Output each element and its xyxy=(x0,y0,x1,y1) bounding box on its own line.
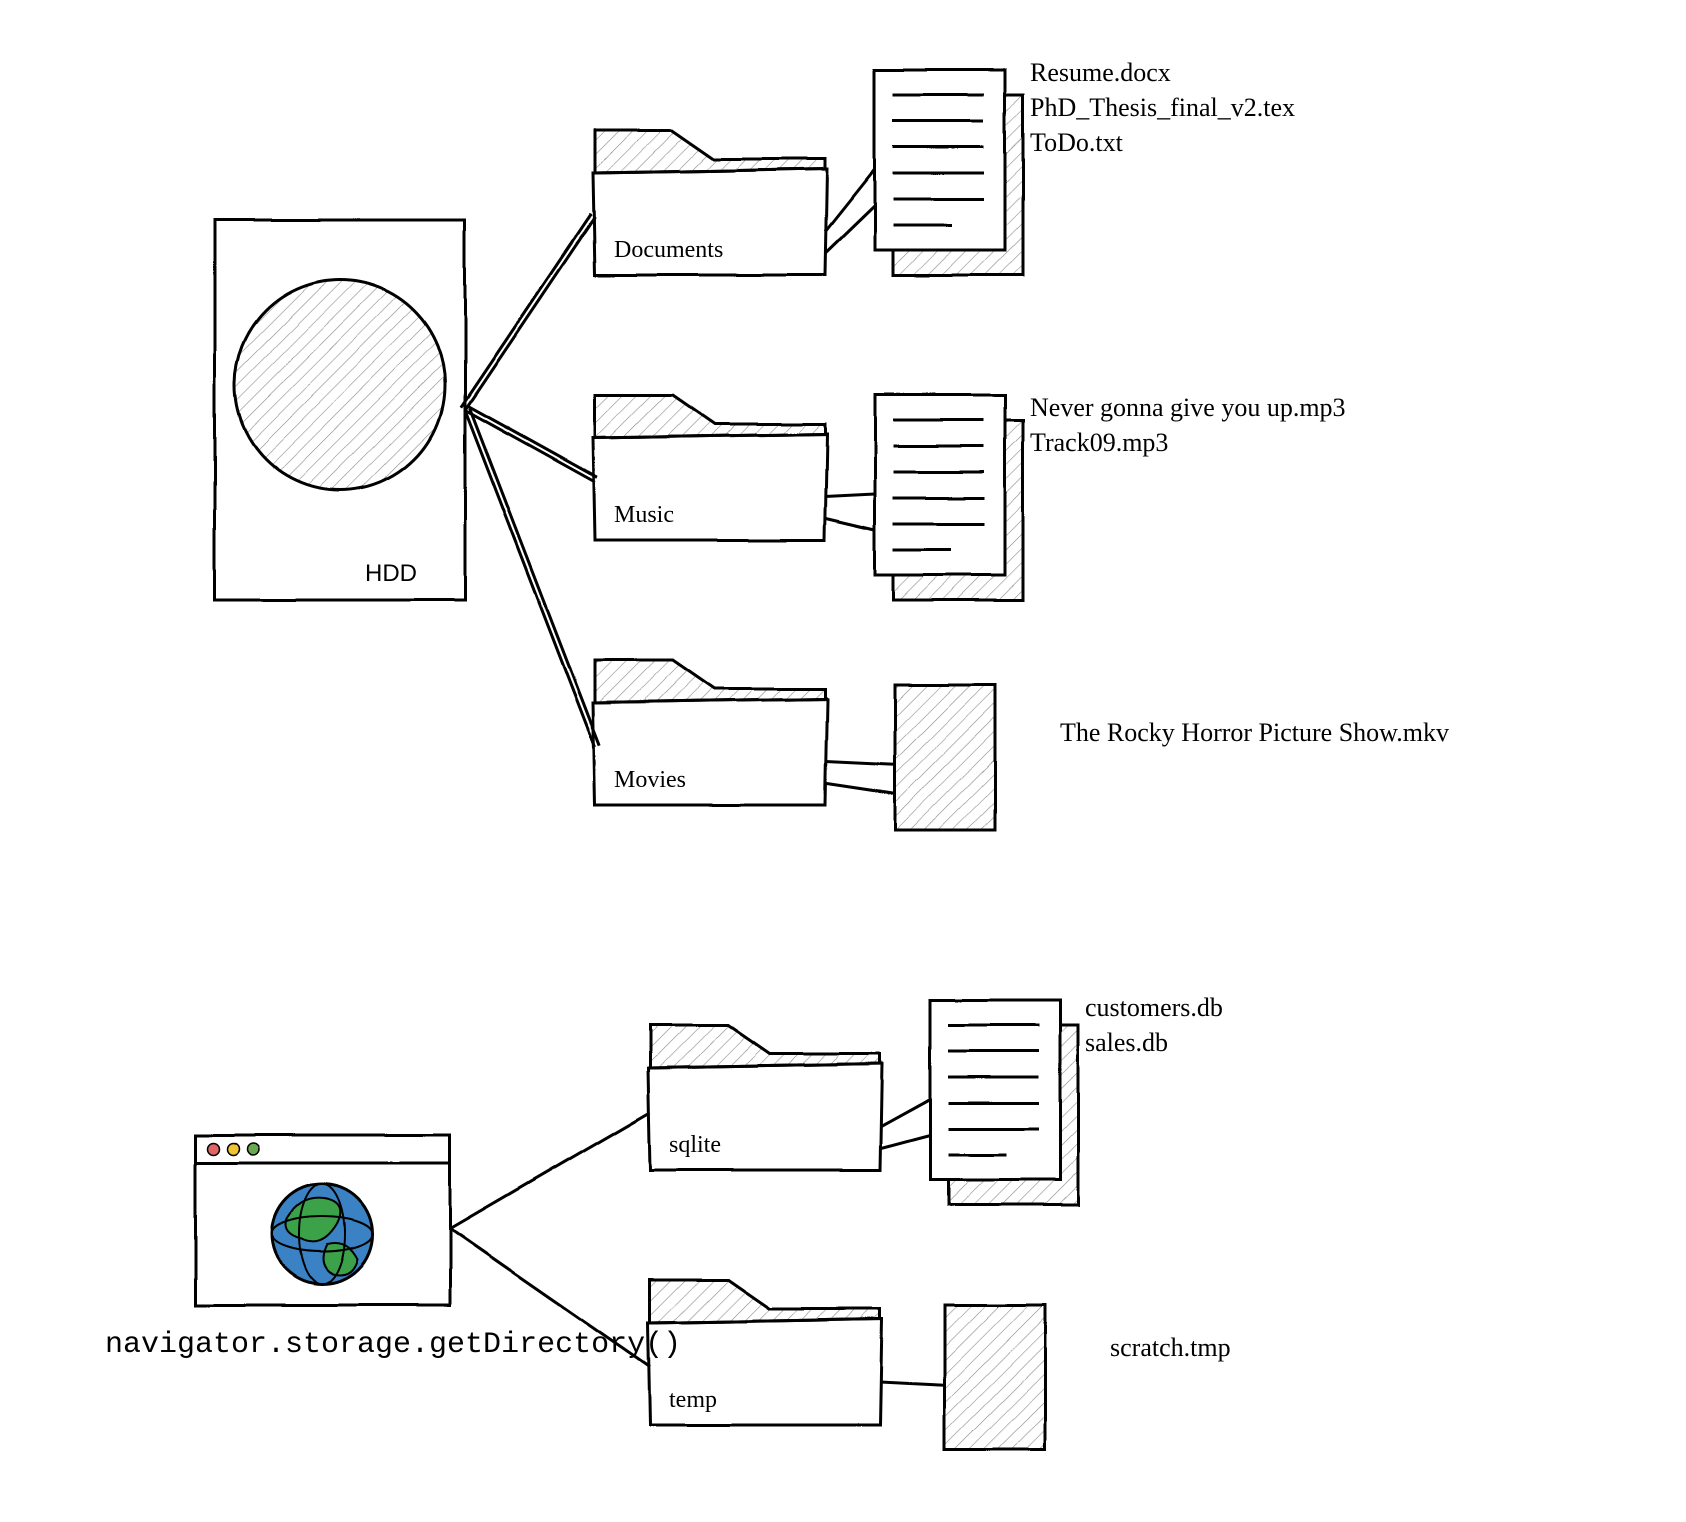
folder-label-temp: temp xyxy=(669,1387,717,1414)
hdd-label: HDD xyxy=(365,560,417,588)
folder-label-music: Music xyxy=(614,502,674,529)
files-documents: Resume.docx PhD_Thesis_final_v2.tex ToDo… xyxy=(1030,55,1295,160)
files-music: Never gonna give you up.mp3 Track09.mp3 xyxy=(1030,390,1346,460)
api-label: navigator.storage.getDirectory() xyxy=(105,1328,681,1362)
files-temp: scratch.tmp xyxy=(1110,1330,1231,1365)
diagram-canvas xyxy=(0,0,1686,1522)
folder-label-movies: Movies xyxy=(614,767,686,794)
files-sqlite: customers.db sales.db xyxy=(1085,990,1223,1060)
files-movies: The Rocky Horror Picture Show.mkv xyxy=(1060,715,1449,750)
folder-label-sqlite: sqlite xyxy=(669,1132,721,1159)
folder-label-documents: Documents xyxy=(614,237,723,264)
